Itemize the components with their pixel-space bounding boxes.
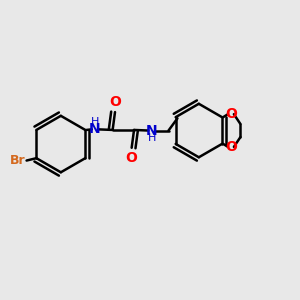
Text: Br: Br — [10, 154, 25, 167]
Text: N: N — [89, 122, 100, 136]
Text: O: O — [225, 140, 237, 154]
Text: O: O — [126, 151, 138, 165]
Text: O: O — [225, 107, 237, 121]
Text: O: O — [109, 95, 121, 109]
Text: H: H — [91, 117, 100, 127]
Text: H: H — [147, 133, 156, 143]
Text: N: N — [146, 124, 157, 137]
